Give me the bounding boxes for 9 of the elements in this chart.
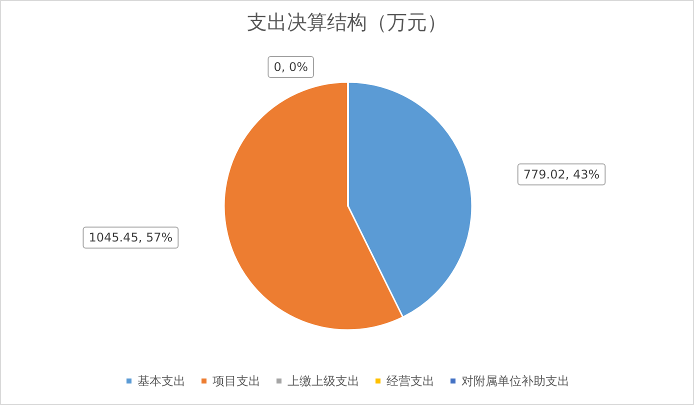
legend-label: 基本支出 — [138, 374, 186, 388]
data-label: 779.02, 43% — [523, 167, 600, 182]
text: 0, 0% — [274, 60, 308, 74]
legend-label: 上缴上级支出 — [288, 374, 360, 388]
data-label: 1045.45, 57% — [88, 230, 173, 245]
legend-label: 项目支出 — [212, 374, 260, 388]
legend-label: 经营支出 — [386, 374, 434, 388]
chart-title: 支出决算结构（万元） — [247, 10, 447, 34]
legend-label: 对附属单位补助支出 — [462, 374, 570, 388]
